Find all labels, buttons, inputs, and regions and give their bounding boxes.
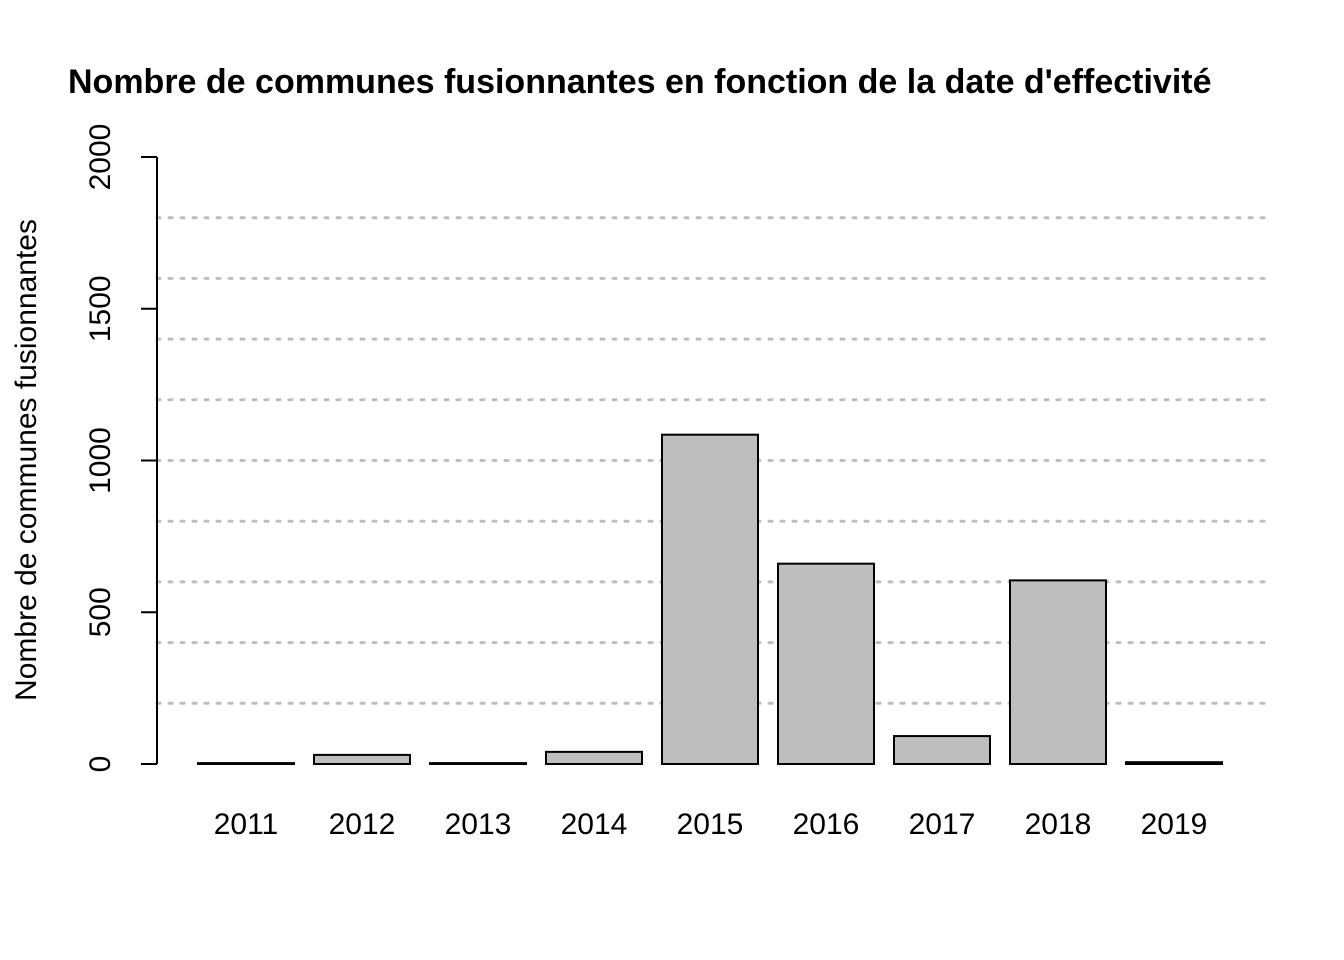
bar-2013 [429,762,527,765]
y-tick-label-500: 500 [84,587,117,637]
x-tick-label-2017: 2017 [909,808,976,841]
chart-title: Nombre de communes fusionnantes en fonct… [68,63,1212,101]
x-tick-label-2015: 2015 [677,808,744,841]
bar-2014 [545,750,643,765]
x-tick-label-2014: 2014 [561,808,628,841]
bar-2017 [893,735,991,766]
bars [197,433,1223,766]
x-tick-label-2016: 2016 [793,808,860,841]
x-tick-label-2018: 2018 [1025,808,1092,841]
y-axis: 0 500 1000 1500 2000 [84,124,158,773]
x-tick-label-2013: 2013 [445,808,512,841]
x-tick-label-2012: 2012 [329,808,396,841]
y-tick-label-1500: 1500 [84,275,117,342]
x-tick-labels: 2011 2012 2013 2014 2015 2016 2017 2018 2019 [214,808,1208,841]
bar-2011 [197,762,295,765]
bar-2018 [1009,579,1107,765]
y-tick-label-1000: 1000 [84,427,117,494]
x-tick-label-2019: 2019 [1141,808,1208,841]
y-tick-label-2000: 2000 [84,124,117,191]
bar-2019 [1125,761,1223,766]
bar-2016 [777,562,875,765]
x-tick-label-2011: 2011 [214,808,279,841]
y-axis-label: Nombre de communes fusionnantes [10,219,43,701]
bar-2012 [313,753,411,766]
y-tick-label-0: 0 [84,756,117,773]
bar-2015 [661,433,759,765]
